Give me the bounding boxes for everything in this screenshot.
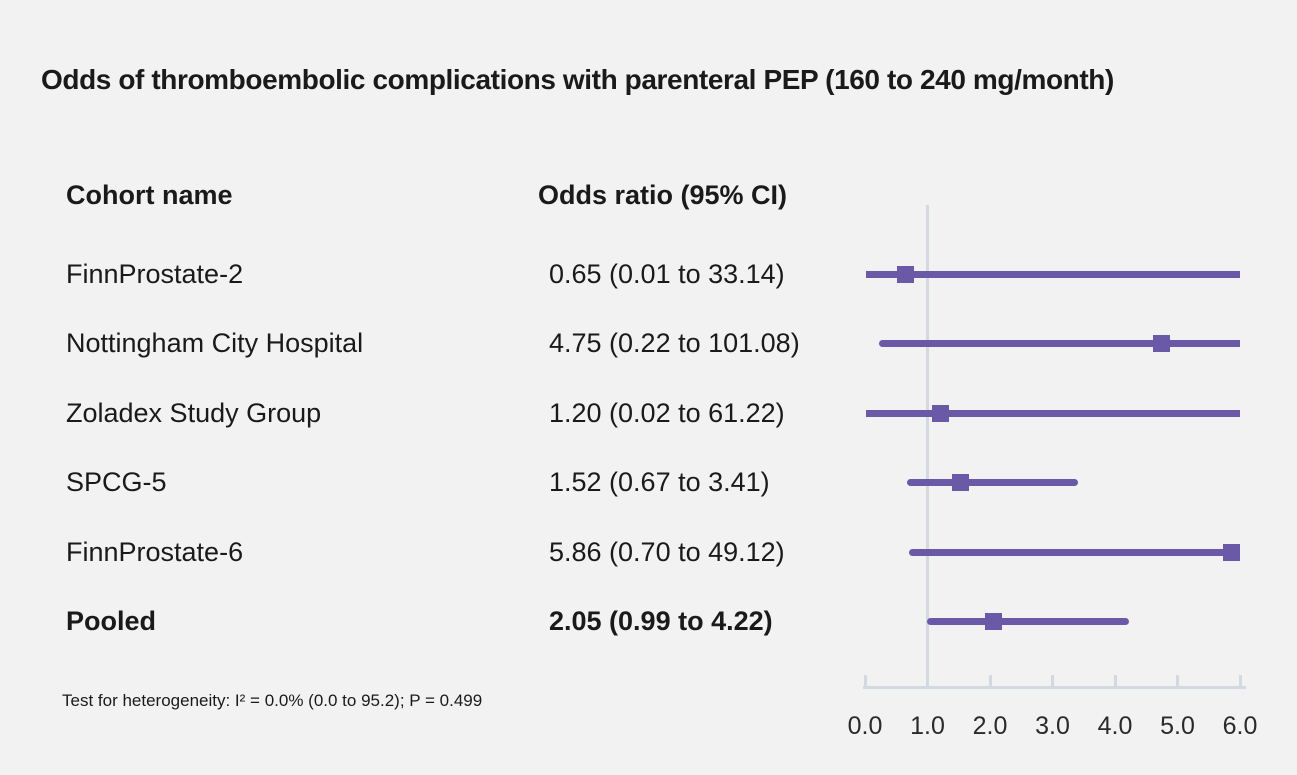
x-axis-tick xyxy=(1113,675,1117,686)
point-estimate-marker xyxy=(1222,543,1240,561)
point-estimate-marker xyxy=(951,473,969,491)
x-axis-tick-label: 5.0 xyxy=(1160,712,1195,740)
x-axis-tick-label: 2.0 xyxy=(972,712,1008,740)
x-axis-tick xyxy=(1238,675,1242,686)
point-estimate-marker xyxy=(1153,334,1171,352)
x-axis-tick xyxy=(926,675,929,686)
x-axis-tick xyxy=(863,675,867,686)
x-axis-tick xyxy=(1051,675,1054,686)
point-estimate-marker xyxy=(897,265,915,283)
cohort-name: Zoladex Study Group xyxy=(66,398,322,428)
odds-ratio-value: 4.75 (0.22 to 101.08) xyxy=(549,328,800,358)
x-axis-tick-label: 3.0 xyxy=(1035,712,1070,740)
odds-ratio-value: 0.65 (0.01 to 33.14) xyxy=(549,259,785,289)
point-estimate-marker xyxy=(931,404,949,422)
odds-ratio-value: 1.52 (0.67 to 3.41) xyxy=(549,467,770,497)
x-axis-tick xyxy=(988,675,992,686)
heterogeneity-footnote: Test for heterogeneity: I² = 0.0% (0.0 t… xyxy=(62,691,483,710)
confidence-interval-line xyxy=(908,548,1240,556)
x-axis-tick-label: 1.0 xyxy=(910,712,945,740)
x-axis-line xyxy=(863,686,1246,689)
confidence-interval-line xyxy=(926,617,1129,625)
confidence-interval-line xyxy=(866,409,1240,417)
odds-ratio-value: 5.86 (0.70 to 49.12) xyxy=(549,537,785,567)
cohort-name: Nottingham City Hospital xyxy=(66,328,364,358)
column-header-cohort-name: Cohort name xyxy=(66,180,233,210)
cohort-name: Pooled xyxy=(66,606,157,636)
cohort-name: FinnProstate-2 xyxy=(66,259,244,289)
odds-ratio-value: 1.20 (0.02 to 61.22) xyxy=(549,398,785,428)
cohort-name: SPCG-5 xyxy=(66,467,167,497)
column-header-odds-ratio: Odds ratio (95% CI) xyxy=(538,180,788,210)
figure-title: Odds of thromboembolic complications wit… xyxy=(41,64,1114,95)
confidence-interval-line xyxy=(906,478,1079,486)
confidence-interval-line xyxy=(865,270,1240,278)
x-axis-tick xyxy=(1176,675,1179,686)
x-axis-tick-label: 0.0 xyxy=(847,712,883,740)
reference-line-or-1 xyxy=(926,205,929,689)
confidence-interval-line xyxy=(878,339,1240,347)
x-axis-tick-label: 4.0 xyxy=(1097,712,1133,740)
cohort-name: FinnProstate-6 xyxy=(66,537,244,567)
odds-ratio-value: 2.05 (0.99 to 4.22) xyxy=(549,606,773,636)
point-estimate-marker xyxy=(984,612,1002,630)
x-axis-tick-label: 6.0 xyxy=(1222,712,1258,740)
